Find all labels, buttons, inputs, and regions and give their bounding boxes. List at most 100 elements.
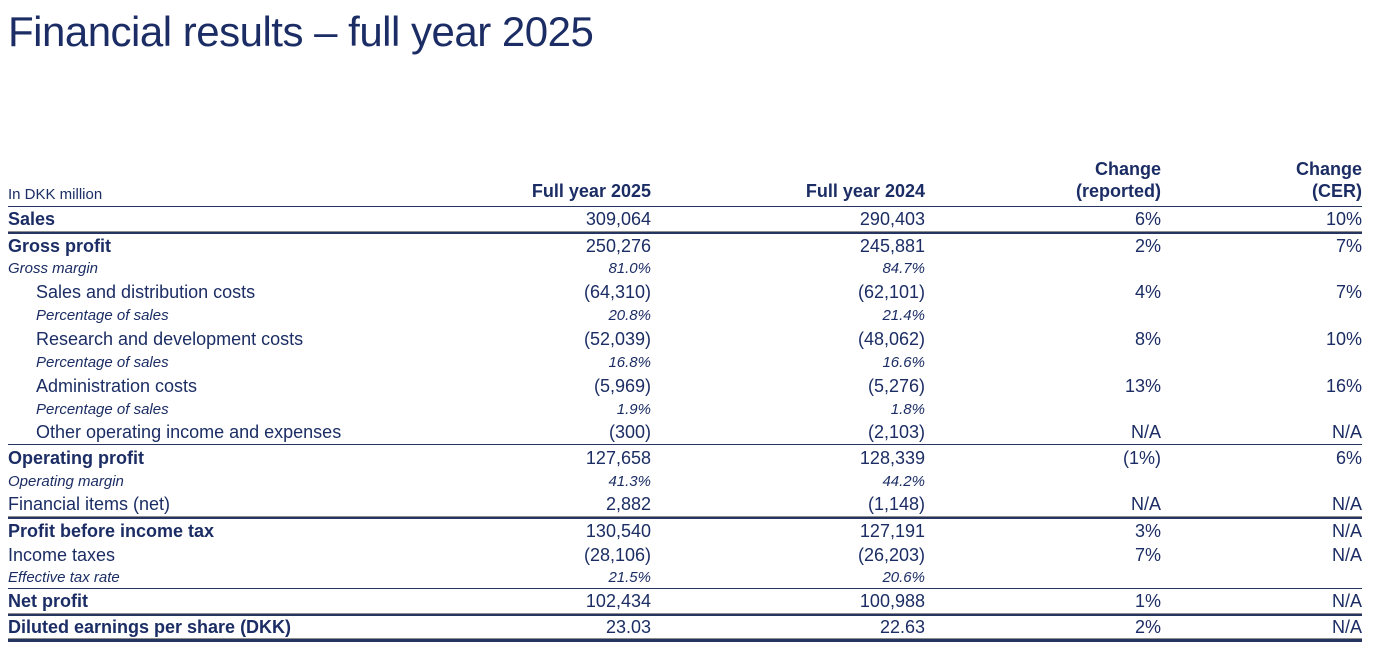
value-full-year-2024: 22.63 [879, 617, 925, 638]
table-row: Effective tax rate 21.5% 20.6% [8, 567, 1362, 590]
row-label: Other operating income and expenses [36, 422, 342, 443]
value-change-reported: N/A [1130, 494, 1161, 515]
table-row: Sales and distribution costs (64,310) (6… [8, 279, 1362, 304]
row-label: Administration costs [36, 375, 198, 396]
table-row: Percentage of sales 16.8% 16.6% [8, 351, 1362, 373]
value-change-reported: 6% [1134, 209, 1161, 230]
value-full-year-2025: 130,540 [585, 520, 651, 541]
table-row: Percentage of sales 1.9% 1.8% [8, 398, 1362, 420]
value-full-year-2024: 290,403 [859, 209, 925, 230]
table-row: Gross margin 81.0% 84.7% [8, 257, 1362, 279]
value-full-year-2025: 20.8% [608, 306, 651, 324]
value-change-reported: 2% [1134, 235, 1161, 256]
value-full-year-2025: 127,658 [585, 447, 651, 468]
value-change-cer: 10% [1325, 328, 1362, 349]
row-label: Profit before income tax [8, 520, 215, 541]
value-change-reported: 2% [1134, 617, 1161, 638]
value-full-year-2024: (5,276) [867, 375, 925, 396]
value-full-year-2024: 1.8% [890, 400, 925, 418]
row-label: Income taxes [8, 544, 116, 565]
value-full-year-2024: 100,988 [859, 591, 925, 612]
value-change-reported: N/A [1130, 422, 1161, 443]
table-body: Sales 309,064 290,403 6% 10% Gross profi… [8, 207, 1362, 640]
column-header-full-year-2024: Full year 2024 [805, 181, 925, 202]
value-full-year-2025: 1.9% [616, 400, 651, 418]
value-change-reported: 1% [1134, 591, 1161, 612]
value-full-year-2024: (2,103) [867, 422, 925, 443]
value-full-year-2025: 16.8% [608, 353, 651, 371]
row-label: Financial items (net) [8, 494, 171, 515]
value-change-cer: N/A [1331, 494, 1362, 515]
table-row: Diluted earnings per share (DKK) 23.03 2… [8, 614, 1362, 640]
value-change-reported: (1%) [1122, 447, 1161, 468]
row-label: Research and development costs [36, 328, 304, 349]
table-header-row: In DKK million Full year 2025 Full year … [8, 153, 1362, 208]
value-change-cer: N/A [1331, 591, 1362, 612]
row-label: Net profit [8, 591, 88, 612]
row-label: Effective tax rate [8, 569, 120, 587]
value-full-year-2024: 16.6% [882, 353, 925, 371]
row-label: Sales and distribution costs [36, 281, 256, 302]
value-full-year-2024: (62,101) [857, 281, 925, 302]
value-change-reported: 4% [1134, 281, 1161, 302]
table-row: Percentage of sales 20.8% 21.4% [8, 304, 1362, 326]
value-full-year-2024: 21.4% [882, 306, 925, 324]
value-full-year-2025: 41.3% [608, 472, 651, 490]
value-change-cer: 7% [1335, 235, 1362, 256]
value-full-year-2024: 128,339 [859, 447, 925, 468]
table-row: Sales 309,064 290,403 6% 10% [8, 207, 1362, 233]
value-full-year-2024: 245,881 [859, 235, 925, 256]
value-full-year-2025: 250,276 [585, 235, 651, 256]
value-full-year-2025: (52,039) [583, 328, 651, 349]
table-row: Research and development costs (52,039) … [8, 326, 1362, 351]
value-full-year-2025: (300) [608, 422, 651, 443]
row-label: Percentage of sales [36, 353, 169, 371]
row-label: Diluted earnings per share (DKK) [8, 617, 292, 638]
value-full-year-2025: 2,882 [605, 494, 651, 515]
value-change-cer: N/A [1331, 520, 1362, 541]
value-change-cer: 10% [1325, 209, 1362, 230]
value-change-reported: 3% [1134, 520, 1161, 541]
value-change-reported: 7% [1134, 544, 1161, 565]
value-full-year-2024: 127,191 [859, 520, 925, 541]
table-row: Net profit 102,434 100,988 1% N/A [8, 589, 1362, 615]
row-label: Percentage of sales [36, 306, 169, 324]
column-header-change-cer: Change (CER) [1295, 159, 1362, 202]
column-header-change-reported: Change (reported) [1076, 159, 1161, 202]
value-full-year-2024: (48,062) [857, 328, 925, 349]
column-header-full-year-2025: Full year 2025 [531, 181, 651, 202]
value-full-year-2025: 81.0% [608, 259, 651, 277]
value-full-year-2024: (26,203) [857, 544, 925, 565]
table-row: Operating profit 127,658 128,339 (1%) 6% [8, 445, 1362, 470]
table-row: Gross profit 250,276 245,881 2% 7% [8, 232, 1362, 257]
value-change-cer: N/A [1331, 422, 1362, 443]
table-row: Operating margin 41.3% 44.2% [8, 470, 1362, 492]
row-label: Gross margin [8, 259, 99, 277]
value-full-year-2024: 84.7% [882, 259, 925, 277]
row-label: Operating margin [8, 472, 124, 490]
value-full-year-2025: 309,064 [585, 209, 651, 230]
value-change-cer: 7% [1335, 281, 1362, 302]
unit-label: In DKK million [8, 186, 103, 204]
value-full-year-2025: (64,310) [583, 281, 651, 302]
value-full-year-2025: (28,106) [583, 544, 651, 565]
table-row: Income taxes (28,106) (26,203) 7% N/A [8, 542, 1362, 567]
row-label: Sales [8, 209, 56, 230]
table-bottom-rule [8, 639, 1362, 643]
table-row: Profit before income tax 130,540 127,191… [8, 517, 1362, 542]
page-title: Financial results – full year 2025 [8, 8, 594, 55]
value-full-year-2024: (1,148) [867, 494, 925, 515]
value-change-cer: N/A [1331, 617, 1362, 638]
table-row: Financial items (net) 2,882 (1,148) N/A … [8, 492, 1362, 518]
value-change-cer: 16% [1325, 375, 1362, 396]
row-label: Operating profit [8, 447, 144, 468]
value-full-year-2025: 21.5% [608, 569, 651, 587]
value-full-year-2025: 102,434 [585, 591, 651, 612]
table-row: Administration costs (5,969) (5,276) 13%… [8, 373, 1362, 398]
row-label: Gross profit [8, 235, 112, 256]
value-full-year-2024: 20.6% [882, 569, 925, 587]
value-full-year-2025: 23.03 [605, 617, 651, 638]
value-full-year-2025: (5,969) [593, 375, 651, 396]
value-change-reported: 8% [1134, 328, 1161, 349]
